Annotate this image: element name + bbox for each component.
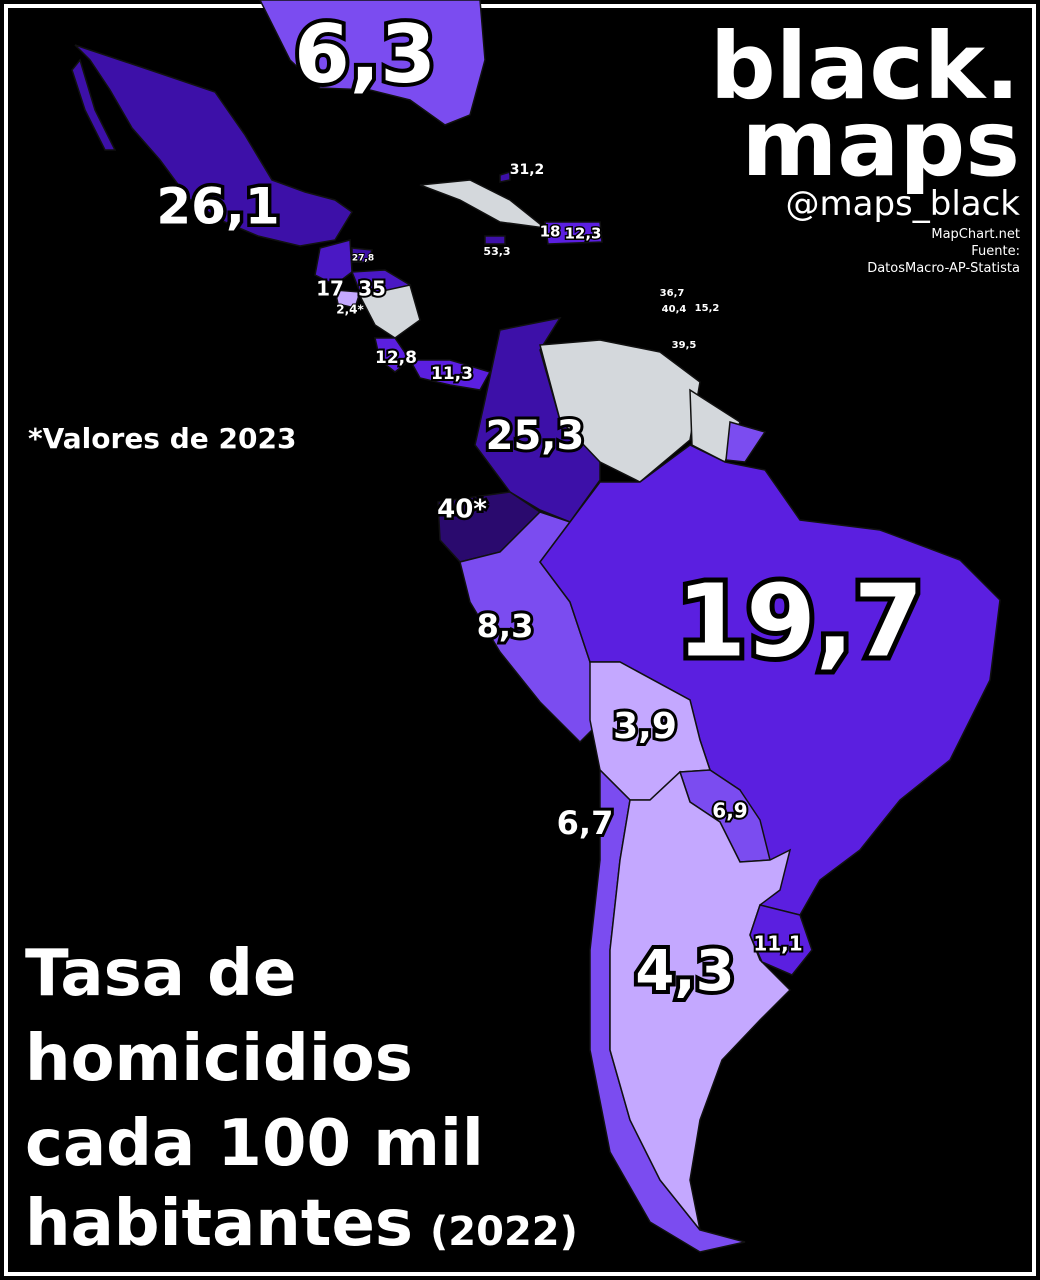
label: 19,7 [677, 562, 924, 679]
label: 26,1 [156, 178, 279, 236]
brand-line1: black. [710, 13, 1020, 120]
label: 11,1 [753, 932, 802, 956]
countries [71, 0, 1001, 1253]
label: 12,3 [564, 225, 601, 243]
costa-rica [374, 337, 412, 373]
label: 25,3 [486, 413, 585, 459]
label: 11,3 [431, 364, 473, 384]
mexico [74, 44, 354, 247]
argentina [609, 770, 792, 1231]
brand-line2: maps [741, 90, 1020, 197]
label: 8,3 [477, 607, 534, 645]
title-year: (2022) [430, 1209, 578, 1255]
label: 2,4* [336, 303, 364, 317]
bahamas [499, 170, 511, 183]
title-line: cada 100 mil [25, 1107, 484, 1181]
label: 6,7 [557, 804, 614, 842]
label: 12,8 [375, 348, 417, 368]
labels: 6,3 26,1 31,2 18 12,3 53,3 27,8 17 35 2,… [153, 4, 929, 1008]
label: 17 [316, 277, 344, 301]
label: 4,3 [635, 939, 734, 1004]
nicaragua [358, 284, 421, 339]
label: 53,3 [483, 245, 510, 258]
label: 18 [540, 223, 561, 241]
label: 31,2 [510, 162, 545, 178]
hispaniola [544, 221, 603, 245]
label: 35 [358, 277, 386, 301]
jamaica [484, 235, 506, 245]
label: 3,9 [613, 706, 677, 747]
title-line: habitantes [25, 1187, 413, 1261]
title-line: Tasa de [25, 937, 296, 1011]
cuba [419, 179, 548, 230]
source-label: Fuente: [971, 244, 1020, 259]
usa [259, 0, 486, 126]
note: *Valores de 2023 [28, 422, 296, 455]
frame [4, 4, 1036, 1276]
label: 6,9 [712, 799, 747, 823]
label: 27,8 [352, 254, 374, 264]
label: 40* [437, 495, 487, 525]
french-guiana [725, 421, 767, 463]
baja [71, 58, 117, 151]
el-salvador [334, 289, 361, 309]
label: 6,3 [294, 8, 436, 101]
label: 40,4 [662, 304, 687, 315]
uruguay [749, 904, 813, 976]
panama [408, 359, 492, 391]
title-line: homicidios [25, 1022, 413, 1096]
guatemala [314, 239, 353, 286]
label: 39,5 [672, 340, 697, 351]
venezuela [539, 339, 701, 483]
label: 15,2 [695, 303, 720, 314]
label: 36,7 [660, 288, 685, 299]
belize [351, 247, 374, 263]
source-tool: MapChart.net [931, 227, 1020, 242]
brand-handle: @maps_black [786, 184, 1021, 224]
source-text: DatosMacro-AP-Statista [867, 261, 1020, 276]
